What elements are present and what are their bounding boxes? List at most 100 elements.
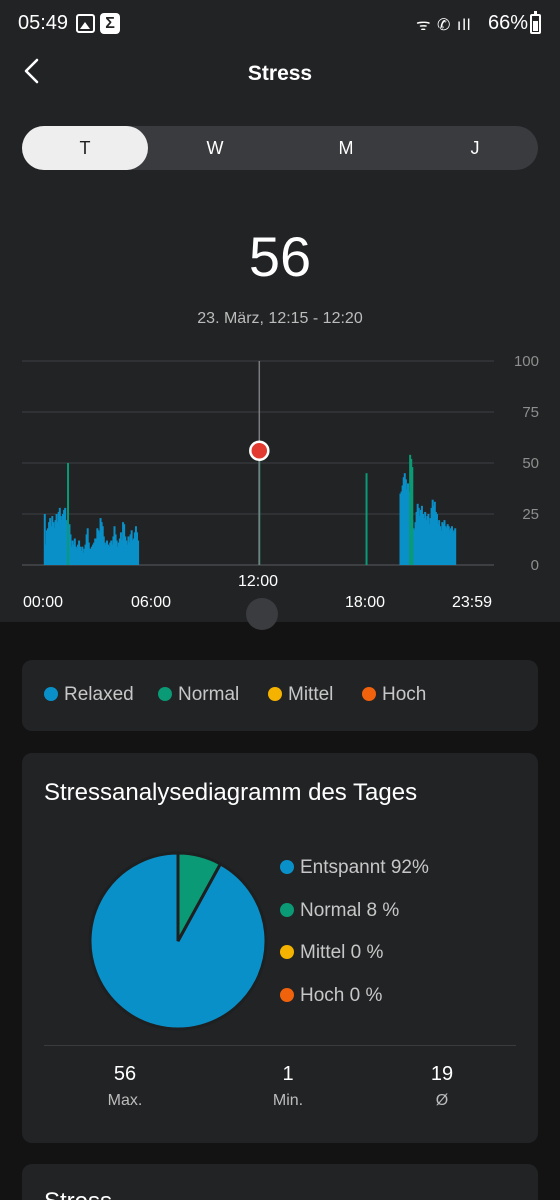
stress-bar <box>134 526 137 565</box>
stress-bar <box>105 540 108 565</box>
stress-bar <box>122 522 125 565</box>
pie-label-relaxed: Entspannt 92% <box>280 857 429 879</box>
selected-point-marker[interactable] <box>249 440 270 462</box>
stress-chart[interactable]: 100 75 50 25 0 00:00 06:00 12:00 18:00 23:59 <box>0 348 560 628</box>
tab-week[interactable]: W <box>206 138 224 158</box>
stress-bar <box>55 514 58 565</box>
stress-bar <box>48 522 51 565</box>
card-title: Stressanalysediagramm des Tages <box>44 779 418 806</box>
stress-bar <box>401 485 404 565</box>
pie-label-normal: Normal 8 % <box>280 900 399 922</box>
stat-average: 19 Ø <box>430 1063 454 1109</box>
stress-bar <box>111 544 114 565</box>
stress-bar <box>64 507 67 565</box>
stress-bar <box>83 548 86 565</box>
stress-bar <box>415 511 418 565</box>
stress-bar <box>93 542 96 565</box>
stress-bar <box>426 516 429 565</box>
stress-bar <box>446 524 449 565</box>
stress-bar <box>101 526 104 565</box>
normal-dot-icon <box>280 903 294 917</box>
stress-bar <box>121 540 124 565</box>
stress-bar <box>428 524 431 565</box>
y-tick-label: 75 <box>522 404 539 421</box>
y-tick-label: 0 <box>531 557 539 574</box>
stress-bar <box>95 538 98 565</box>
stress-bar <box>407 483 410 565</box>
tab-year[interactable]: J <box>470 138 480 158</box>
stress-bar <box>85 534 88 565</box>
stress-bar <box>109 542 112 565</box>
stress-bar <box>129 534 132 565</box>
stress-bar <box>47 528 50 565</box>
stress-bar <box>96 528 99 565</box>
stress-bar <box>418 516 421 565</box>
battery-icon <box>530 11 541 34</box>
stress-bar <box>131 540 134 565</box>
daily-stress-analysis-card: Stressanalysediagramm des Tages Entspann… <box>22 753 538 1143</box>
stress-bar <box>452 532 455 565</box>
stress-bar <box>444 526 447 565</box>
stress-bar <box>70 546 73 565</box>
stress-bar <box>63 509 66 565</box>
stress-bar <box>57 511 60 565</box>
stress-bar <box>78 540 81 565</box>
stress-bar <box>59 516 62 565</box>
back-arrow-icon[interactable] <box>18 56 48 86</box>
stress-bar <box>84 544 87 565</box>
stat-max: 56 Max. <box>107 1063 143 1109</box>
stress-bar <box>114 534 117 565</box>
stress-bar <box>412 528 415 565</box>
stress-bar <box>402 477 405 565</box>
x-tick-label: 00:00 <box>23 594 63 611</box>
stress-bar <box>125 540 128 565</box>
stress-bar <box>92 544 95 565</box>
stress-detail-card[interactable]: Stress <box>22 1164 538 1200</box>
stress-bar <box>127 536 130 565</box>
stress-bar <box>450 526 453 565</box>
sigma-notification-icon: Σ <box>100 13 120 34</box>
stress-bar <box>98 532 101 565</box>
stress-bar <box>102 536 105 565</box>
stress-bar <box>417 507 420 565</box>
stress-bar <box>104 544 107 565</box>
relaxed-dot-icon <box>44 687 58 701</box>
stress-bar <box>119 532 122 565</box>
pie-slice-normal <box>176 851 223 942</box>
stress-bar <box>74 546 77 565</box>
chart-scrub-handle[interactable] <box>246 598 278 630</box>
stress-bar <box>53 528 56 565</box>
stress-bar <box>427 514 430 565</box>
stress-bar <box>137 540 140 565</box>
stress-bar <box>80 550 83 565</box>
stress-bar <box>424 511 427 565</box>
stress-bar <box>130 530 133 565</box>
x-tick-label: 23:59 <box>452 594 492 611</box>
stress-bar <box>410 458 413 565</box>
stress-bar <box>77 544 80 565</box>
stress-bar <box>60 520 63 565</box>
stress-bar <box>445 528 448 565</box>
stress-bar <box>123 524 126 565</box>
time-range: 23. März, 12:15 - 12:20 <box>197 310 363 327</box>
gallery-notification-icon <box>76 14 95 33</box>
stress-bar <box>65 520 68 565</box>
stress-bar <box>443 520 446 565</box>
stress-bar <box>447 526 450 565</box>
stress-bar <box>79 546 82 565</box>
stress-bar <box>420 505 423 565</box>
stress-bar <box>409 454 412 565</box>
stress-bar <box>441 522 444 565</box>
stress-bar <box>88 548 91 565</box>
tab-month[interactable]: M <box>338 138 354 158</box>
stress-bar <box>45 530 48 565</box>
top-panel <box>0 0 560 622</box>
stress-bar <box>413 530 416 565</box>
tab-day[interactable]: T <box>22 126 148 170</box>
stress-bar <box>43 514 46 565</box>
stress-bar <box>115 540 118 565</box>
y-tick-label: 100 <box>514 353 539 370</box>
legend-mittel: Mittel <box>268 684 333 706</box>
stress-bar <box>442 524 445 565</box>
stress-bar <box>87 542 90 565</box>
